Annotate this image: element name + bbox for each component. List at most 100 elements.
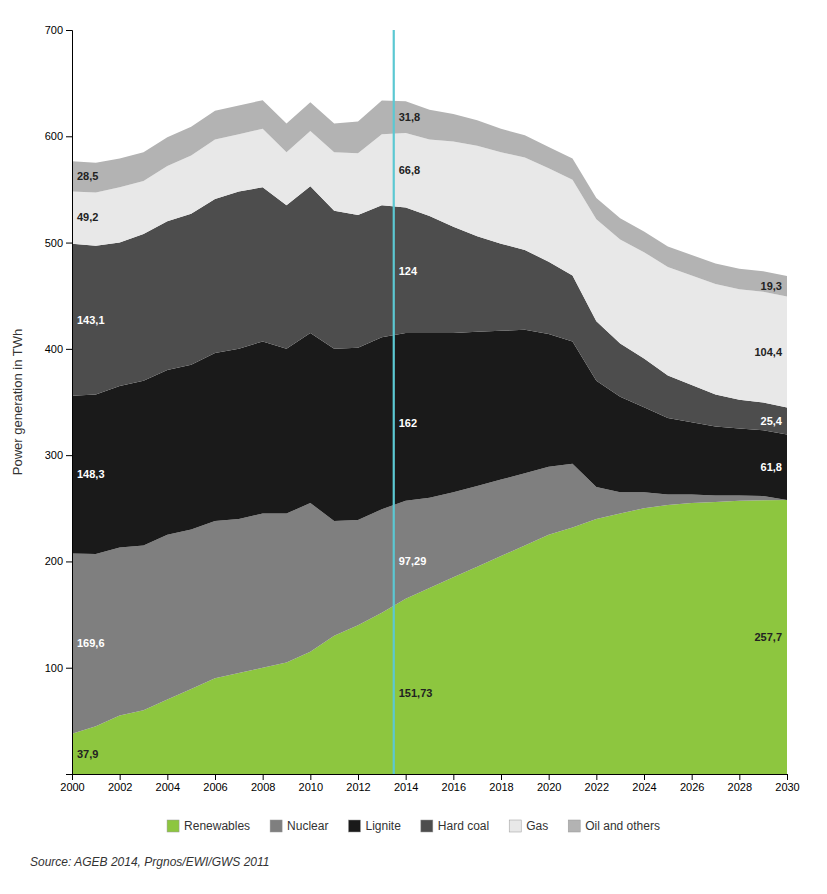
tick-label: 300 [45, 449, 63, 461]
tick-label: 2026 [680, 781, 704, 793]
x-tick: 2028 [728, 774, 752, 793]
chart: 2000 2002 2004 2006 2008 2010 2012 2014 2016 2018… [0, 0, 827, 894]
data-label: 104,4 [754, 346, 782, 358]
data-labels: 37,9151,73257,7169,697,29148,316261,8143… [77, 111, 783, 759]
tick-mark [310, 774, 311, 780]
y-tick: 600 [45, 130, 72, 142]
x-tick: 2010 [299, 774, 323, 793]
x-tick: 2020 [537, 774, 561, 793]
tick-label: 200 [45, 555, 63, 567]
y-tick: 700 [45, 24, 72, 36]
tick-mark [66, 30, 72, 31]
tick-mark [739, 774, 740, 780]
tick-label: 2004 [156, 781, 180, 793]
x-tick: 2008 [251, 774, 275, 793]
tick-label: 2000 [60, 781, 84, 793]
tick-label: 2010 [299, 781, 323, 793]
tick-label: 2018 [489, 781, 513, 793]
data-label: 66,8 [399, 164, 420, 176]
tick-mark [596, 774, 597, 780]
data-label: 37,9 [77, 748, 98, 760]
x-tick: 2018 [489, 774, 513, 793]
tick-label: 2014 [394, 781, 418, 793]
tick-mark [787, 774, 788, 780]
tick-label: 2012 [346, 781, 370, 793]
x-tick: 2016 [442, 774, 466, 793]
data-label: 148,3 [77, 468, 105, 480]
tick-mark [66, 243, 72, 244]
tick-mark [66, 561, 72, 562]
y-tick: 400 [45, 343, 72, 355]
tick-mark [215, 774, 216, 780]
data-label: 143,1 [77, 314, 105, 326]
area [72, 100, 787, 296]
x-tick: 2004 [156, 774, 180, 793]
legend-item: Nuclear [270, 819, 328, 833]
legend-label: Renewables [184, 819, 250, 833]
data-label: 28,5 [77, 170, 98, 182]
tick-label: 2024 [632, 781, 656, 793]
data-label: 162 [399, 417, 417, 429]
tick-mark [406, 774, 407, 780]
tick-mark [66, 668, 72, 669]
legend-swatch [167, 820, 179, 832]
tick-mark [453, 774, 454, 780]
tick-label: 2008 [251, 781, 275, 793]
tick-label: 100 [45, 662, 63, 674]
tick-mark [66, 349, 72, 350]
legend-swatch [421, 820, 433, 832]
x-tick: 2024 [632, 774, 656, 793]
y-tick: 100 [45, 662, 72, 674]
data-label: 257,7 [754, 631, 782, 643]
reference-line [393, 30, 395, 774]
tick-label: 600 [45, 130, 63, 142]
tick-label: 2020 [537, 781, 561, 793]
legend-label: Nuclear [287, 819, 328, 833]
x-tick: 2002 [108, 774, 132, 793]
x-tick: 2000 [60, 774, 84, 793]
axis-line [73, 775, 788, 781]
y-axis-title: Power generation in TWh [10, 329, 25, 475]
legend-swatch [270, 820, 282, 832]
legend-item: Gas [509, 819, 548, 833]
tick-mark [692, 774, 693, 780]
x-tick: 2012 [346, 774, 370, 793]
axis-line [66, 31, 73, 775]
data-label: 25,4 [761, 415, 783, 427]
tick-label: 500 [45, 237, 63, 249]
tick-label: 700 [45, 24, 63, 36]
tick-mark [358, 774, 359, 780]
tick-label: 400 [45, 343, 63, 355]
data-label: 31,8 [399, 111, 420, 123]
tick-label: 2022 [585, 781, 609, 793]
legend-item: Oil and others [568, 819, 660, 833]
legend-swatch [509, 820, 521, 832]
data-label: 97,29 [399, 555, 427, 567]
data-label: 169,6 [77, 637, 105, 649]
x-tick: 2026 [680, 774, 704, 793]
tick-mark [66, 136, 72, 137]
x-tick: 2014 [394, 774, 418, 793]
y-tick: 300 [45, 449, 72, 461]
legend: Renewables Nuclear Lignite Hard coal Gas Oil … [167, 819, 660, 833]
tick-mark [501, 774, 502, 780]
tick-mark [644, 774, 645, 780]
x-axis: 2000 2002 2004 2006 2008 2010 2012 2014 2016 2018… [60, 774, 799, 793]
legend-label: Oil and others [585, 819, 660, 833]
x-tick: 2030 [775, 774, 799, 793]
y-axis: 100 200 300 400 500 600 700 [45, 24, 73, 774]
tick-label: 2006 [203, 781, 227, 793]
legend-item: Lignite [348, 819, 401, 833]
tick-label: 2002 [108, 781, 132, 793]
source-text: Source: AGEB 2014, Prgnos/EWI/GWS 2011 [30, 855, 269, 869]
data-label: 19,3 [761, 280, 782, 292]
legend-swatch [348, 820, 360, 832]
tick-mark [263, 774, 264, 780]
x-tick: 2006 [203, 774, 227, 793]
tick-label: 2028 [728, 781, 752, 793]
tick-mark [549, 774, 550, 780]
legend-label: Hard coal [438, 819, 489, 833]
tick-mark [120, 774, 121, 780]
tick-label: 2030 [775, 781, 799, 793]
data-label: 49,2 [77, 211, 98, 223]
